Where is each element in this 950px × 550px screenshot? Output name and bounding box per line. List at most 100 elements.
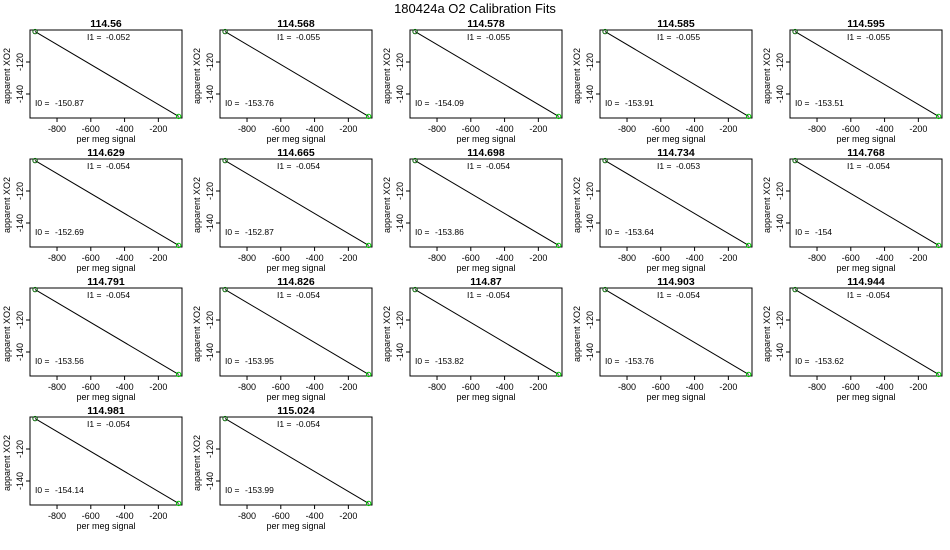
data-point <box>412 28 418 35</box>
y-tick-label: -140 <box>205 214 215 232</box>
y-tick-label: -140 <box>395 214 405 232</box>
x-axis-label: per meg signal <box>76 263 135 273</box>
panel-title: 114.665 <box>277 147 315 159</box>
panel-10: 114.768 -800 -600 -400 -200 -120 -140 per meg s… <box>762 147 943 273</box>
y-tick-label: -120 <box>205 53 215 71</box>
x-tick-label: -400 <box>116 511 134 521</box>
data-point <box>745 371 752 378</box>
fit-line <box>604 31 749 117</box>
i1-label: I1 = <box>657 290 671 300</box>
y-tick-label: -140 <box>205 85 215 103</box>
panel-title: 114.768 <box>847 147 885 159</box>
x-axis-label: per meg signal <box>836 392 895 402</box>
panel-14: 114.903 -800 -600 -400 -200 -120 -140 per meg s… <box>572 276 753 402</box>
panel-12: 114.826 -800 -600 -400 -200 -120 -140 per meg s… <box>192 276 373 402</box>
x-axis-label: per meg signal <box>836 263 895 273</box>
i0-label: I0 = <box>795 356 809 366</box>
data-point <box>792 286 798 293</box>
i1-value: -0.052 <box>106 32 130 42</box>
y-tick-label: -140 <box>205 343 215 361</box>
y-tick-label: -120 <box>205 182 215 200</box>
y-axis-label: apparent XO2 <box>572 48 582 104</box>
y-axis-label: apparent XO2 <box>192 177 202 233</box>
i1-label: I1 = <box>657 32 671 42</box>
panel-15: 114.944 -800 -600 -400 -200 -120 -140 per meg s… <box>762 276 943 402</box>
i1-value: -0.054 <box>486 290 510 300</box>
i1-value: -0.054 <box>676 290 700 300</box>
x-tick-label: -200 <box>339 253 357 263</box>
panel-5: 114.595 -800 -600 -400 -200 -120 -140 per meg s… <box>762 18 943 144</box>
x-tick-label: -600 <box>462 382 480 392</box>
plot-frame <box>219 287 373 377</box>
plot-frame <box>29 416 183 506</box>
x-tick-label: -600 <box>652 253 670 263</box>
i0-value: -153.95 <box>245 356 274 366</box>
y-axis-label: apparent XO2 <box>192 48 202 104</box>
panel-title: 114.944 <box>847 276 885 288</box>
i0-value: -150.87 <box>55 98 84 108</box>
x-axis-label: per meg signal <box>456 263 515 273</box>
data-point <box>222 28 228 35</box>
data-point <box>792 157 798 164</box>
y-axis-label: apparent XO2 <box>382 306 392 362</box>
plot-frame <box>789 158 943 248</box>
y-tick-label: -140 <box>15 343 25 361</box>
x-tick-label: -400 <box>116 382 134 392</box>
panel-title: 114.585 <box>657 18 695 30</box>
data-point <box>32 157 38 164</box>
panel-16: 114.981 -800 -600 -400 -200 -120 -140 per meg s… <box>2 405 183 531</box>
panel-title: 114.734 <box>657 147 695 159</box>
x-tick-label: -400 <box>496 382 514 392</box>
x-tick-label: -800 <box>238 253 256 263</box>
x-axis-label: per meg signal <box>456 134 515 144</box>
data-point <box>365 371 372 378</box>
x-tick-label: -200 <box>719 253 737 263</box>
x-tick-label: -800 <box>808 124 826 134</box>
plot-frame <box>599 158 753 248</box>
x-tick-label: -800 <box>428 253 446 263</box>
y-tick-label: -140 <box>775 214 785 232</box>
y-tick-label: -120 <box>395 311 405 329</box>
i1-value: -0.054 <box>106 419 130 429</box>
x-axis-label: per meg signal <box>456 392 515 402</box>
panel-title: 114.568 <box>277 18 315 30</box>
fit-line <box>224 289 369 375</box>
i0-label: I0 = <box>35 356 49 366</box>
data-point <box>935 113 942 120</box>
data-point <box>412 157 418 164</box>
x-tick-label: -600 <box>462 253 480 263</box>
panel-title: 114.698 <box>467 147 505 159</box>
x-tick-label: -600 <box>272 124 290 134</box>
i1-value: -0.055 <box>296 32 320 42</box>
x-tick-label: -400 <box>876 124 894 134</box>
i1-label: I1 = <box>847 290 861 300</box>
i0-label: I0 = <box>225 227 239 237</box>
x-tick-label: -200 <box>339 511 357 521</box>
x-tick-label: -800 <box>48 253 66 263</box>
x-axis-label: per meg signal <box>76 392 135 402</box>
i1-label: I1 = <box>657 161 671 171</box>
x-axis-label: per meg signal <box>646 134 705 144</box>
x-axis-label: per meg signal <box>266 521 325 531</box>
panel-title: 114.791 <box>87 276 125 288</box>
x-tick-label: -200 <box>529 253 547 263</box>
data-point <box>602 157 608 164</box>
data-point <box>602 286 608 293</box>
x-tick-label: -400 <box>496 253 514 263</box>
y-tick-label: -140 <box>15 85 25 103</box>
panel-1: 114.56 -800 -600 -400 -200 -120 -140 per meg si… <box>2 18 183 144</box>
x-axis-label: per meg signal <box>76 521 135 531</box>
i0-value: -153.82 <box>435 356 464 366</box>
i1-value: -0.055 <box>486 32 510 42</box>
x-tick-label: -800 <box>238 382 256 392</box>
y-axis-label: apparent XO2 <box>2 48 12 104</box>
x-axis-label: per meg signal <box>76 134 135 144</box>
y-tick-label: -120 <box>15 53 25 71</box>
x-tick-label: -800 <box>808 253 826 263</box>
panel-title: 115.024 <box>277 405 315 417</box>
data-point <box>412 286 418 293</box>
panel-6: 114.629 -800 -600 -400 -200 -120 -140 per meg s… <box>2 147 183 273</box>
i1-label: I1 = <box>277 32 291 42</box>
data-point <box>222 415 228 422</box>
x-tick-label: -600 <box>842 382 860 392</box>
